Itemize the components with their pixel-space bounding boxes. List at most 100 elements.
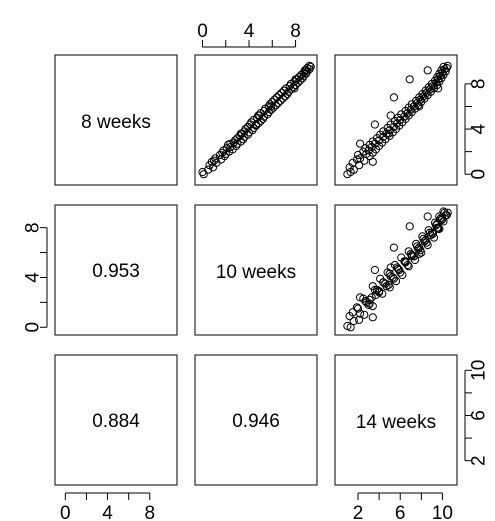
data-point [367,293,376,302]
right-axis-14-weeks: 2 6 10 [464,360,490,466]
data-point [247,118,256,127]
tick-label: 8 [144,503,155,521]
data-point [237,129,247,138]
data-point [439,62,448,72]
data-point [375,288,384,297]
data-point [421,236,430,245]
tick-label: 0 [469,169,490,180]
data-point [251,120,261,129]
data-point [275,91,284,100]
scatter-8w-vs-14w [343,61,452,179]
data-point [199,170,208,179]
data-point [267,102,276,111]
data-point [386,272,395,281]
panel-frame-r1-c0 [54,204,178,336]
data-point [384,280,393,289]
panel-frame-r2-c0 [54,354,178,486]
data-point [356,309,365,318]
data-point [207,157,216,166]
data-point [368,313,377,322]
data-point [272,93,281,102]
data-point [386,263,395,272]
data-point [401,257,410,266]
panel-frame-r0-c2 [334,54,458,186]
data-point [439,207,448,216]
panel-frame-r1-c1 [194,204,318,336]
data-point [285,82,294,91]
tick-label: 6 [395,503,406,521]
data-point [286,85,295,94]
data-point [365,295,374,304]
tick-label: 2 [353,503,364,521]
tick-label: 8 [469,79,490,90]
tick-label: 0 [197,21,208,42]
data-point [198,167,207,177]
data-point [415,249,424,258]
tick-label: 2 [469,455,490,466]
data-point [204,165,213,174]
data-point [355,315,364,324]
data-point [415,102,424,111]
data-point [405,222,414,231]
data-point [368,302,377,311]
tick-label: 4 [102,503,113,521]
top-axis-8-weeks: 0 4 8 [197,21,301,48]
data-point [356,293,365,302]
tick-label: 8 [290,21,301,42]
data-point [423,212,432,221]
data-point [294,73,304,82]
data-point [270,95,279,104]
data-point [290,84,299,93]
data-point [372,285,382,294]
tick-label: 6 [469,410,490,421]
data-point [370,120,379,129]
data-point [301,66,311,75]
tick-label: 0 [23,322,44,333]
data-point [235,131,244,140]
data-point [434,224,443,233]
data-point [434,84,443,93]
tick-label: 4 [469,123,490,134]
data-point [349,316,358,326]
bottom-axis-14-weeks: 2 6 10 [353,492,453,521]
panel-frame-r0-c0 [54,54,178,186]
data-point [386,111,395,120]
right-axis-8-weeks: 0 4 8 [464,79,490,180]
data-point [352,303,361,312]
diagonal-label-10-weeks: 10 weeks [216,262,296,283]
data-point [360,310,369,319]
data-point [356,139,365,148]
data-point [384,129,393,138]
panel-frame-r0-c1 [194,54,318,186]
correlation-label-14w-10w: 0.946 [232,411,280,432]
data-point [443,208,452,217]
data-point [440,208,449,217]
data-point [292,75,301,84]
correlation-label-14w-8w: 0.884 [92,411,140,432]
data-point [428,229,437,238]
data-point [389,243,398,252]
tick-label: 10 [469,360,490,381]
data-point [409,252,418,261]
data-point [423,66,432,75]
correlation-label-10w-8w: 0.953 [92,261,140,282]
data-point [370,265,379,275]
diagonal-label-8-weeks: 8 weeks [81,112,151,133]
data-point [398,270,407,280]
data-point [427,228,436,237]
data-point [291,80,300,90]
tick-label: 4 [244,21,255,42]
diagonal-label-14-weeks: 14 weeks [356,412,436,433]
data-point [391,277,401,286]
scatter-8w-vs-10w [198,61,315,179]
data-point [415,243,424,252]
data-point [405,75,414,84]
data-point [429,233,439,242]
data-point [226,139,235,148]
data-point [254,111,263,120]
bottom-axis-8-weeks: 0 4 8 [60,492,155,521]
data-point [379,278,388,287]
panel-frame-r2-c1 [194,354,318,486]
tick-label: 0 [60,503,71,521]
data-point [389,93,398,102]
